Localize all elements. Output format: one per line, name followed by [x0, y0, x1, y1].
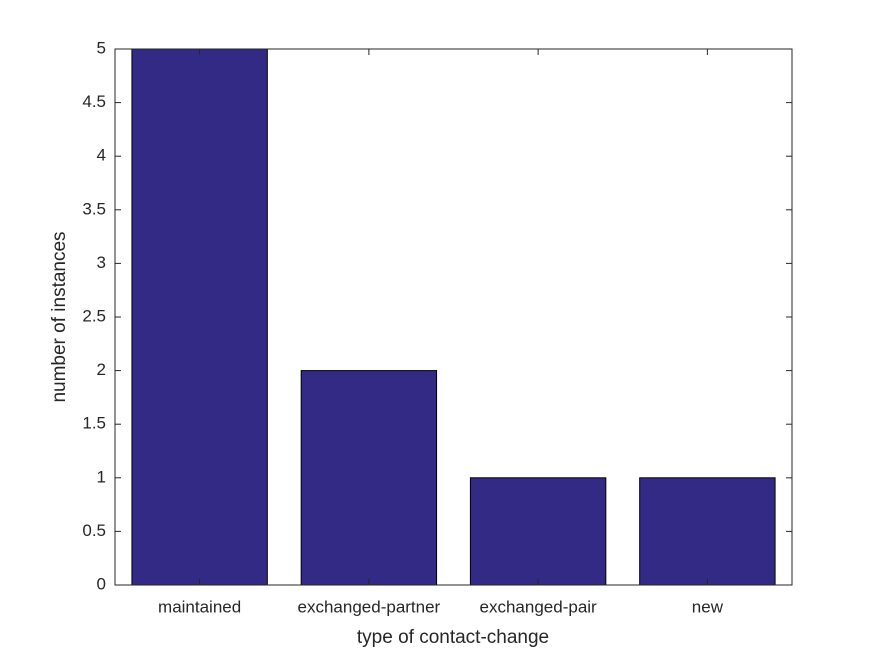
bar — [300, 370, 438, 586]
x-tick-label: new — [692, 597, 724, 616]
y-axis-title: number of instances — [49, 231, 70, 402]
y-tick-label: 4 — [97, 146, 106, 165]
y-tick-label: 5 — [97, 38, 106, 57]
y-tick-label: 3 — [97, 253, 106, 272]
bar — [469, 477, 607, 586]
x-axis-title: type of contact-change — [357, 627, 549, 648]
y-tick-label: 2 — [97, 360, 106, 379]
y-tick-label: 1.5 — [82, 414, 106, 433]
x-tick-label: exchanged-pair — [480, 597, 598, 616]
y-tick-label: 0 — [97, 574, 106, 593]
y-tick-label: 2.5 — [82, 306, 106, 325]
y-tick-label: 0.5 — [82, 521, 106, 540]
axes-box — [114, 48, 793, 586]
y-tick-label: 1 — [97, 467, 106, 486]
y-tick-label: 4.5 — [82, 92, 106, 111]
bar — [639, 477, 776, 586]
x-tick-label: maintained — [158, 597, 241, 616]
bar — [131, 48, 268, 586]
y-tick-label: 3.5 — [82, 199, 106, 218]
x-tick-label: exchanged-partner — [298, 597, 441, 616]
